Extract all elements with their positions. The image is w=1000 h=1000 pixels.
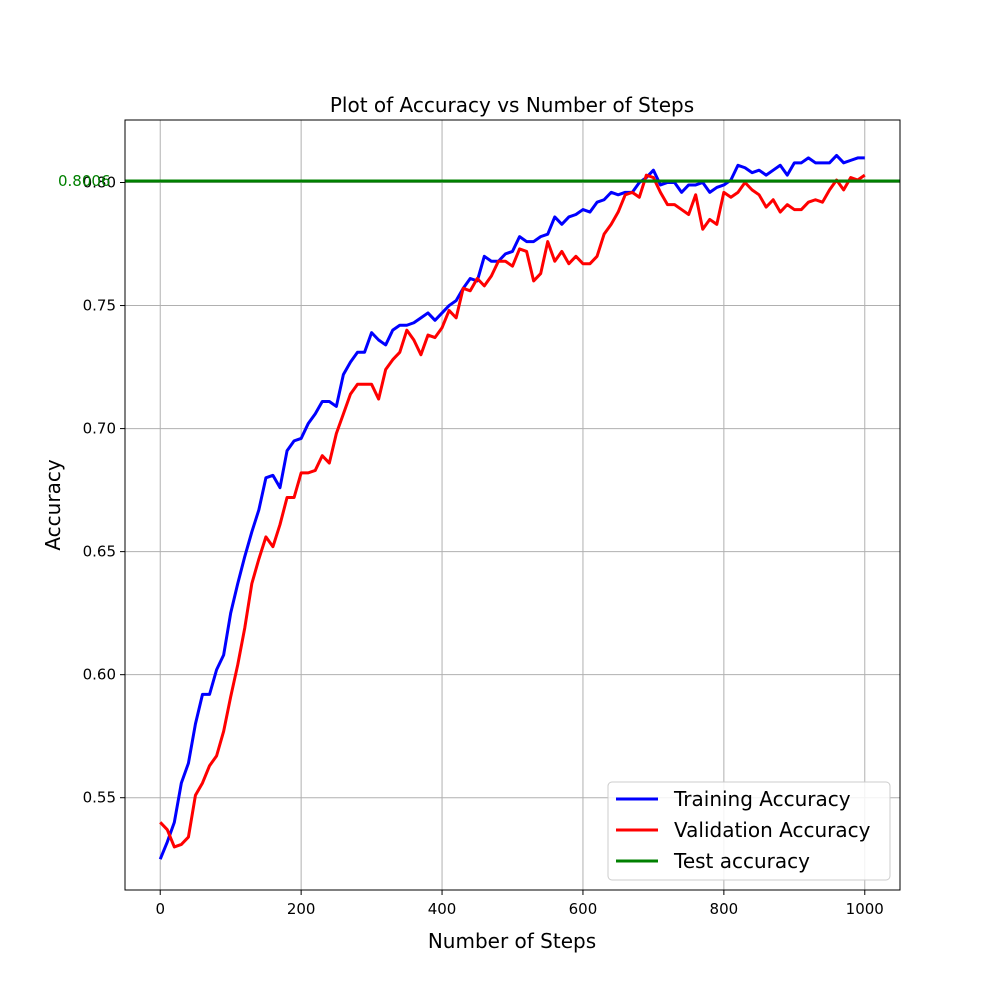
chart-title: Plot of Accuracy vs Number of Steps (330, 93, 694, 117)
grid (125, 120, 900, 890)
x-tick-label: 200 (287, 900, 316, 918)
legend-box (607, 781, 891, 881)
y-tick-label: 0.60 (83, 666, 116, 684)
test-accuracy-value-label: 0.8006 (58, 172, 111, 190)
legend: Training Accuracy Validation Accuracy Test… (607, 781, 891, 881)
y-tick-label: 0.65 (83, 543, 116, 561)
y-tick-label: 0.75 (83, 297, 116, 315)
plot-area (125, 153, 900, 860)
legend-label-validation-accuracy: Validation Accuracy (674, 818, 871, 842)
legend-label-training-accuracy: Training Accuracy (673, 787, 851, 811)
x-tick-label: 1000 (846, 900, 884, 918)
x-tick-label: 600 (569, 900, 598, 918)
ticks: 0 200 400 600 800 1000 0.55 0.60 0.65 0.70 0.75 0.8… (58, 172, 884, 918)
legend-label-test-accuracy: Test accuracy (673, 849, 810, 873)
x-tick-label: 0 (155, 900, 165, 918)
y-tick-label: 0.55 (83, 789, 116, 807)
axes-frame (124, 119, 901, 891)
validation-accuracy-line (159, 173, 866, 849)
training-accuracy-line (158, 153, 865, 860)
y-axis-title: Accuracy (41, 459, 65, 550)
x-axis-title: Number of Steps (428, 929, 596, 953)
x-tick-label: 400 (428, 900, 457, 918)
y-tick-label: 0.80 (83, 174, 116, 192)
x-tick-label: 800 (710, 900, 739, 918)
y-tick-label: 0.70 (83, 420, 116, 438)
